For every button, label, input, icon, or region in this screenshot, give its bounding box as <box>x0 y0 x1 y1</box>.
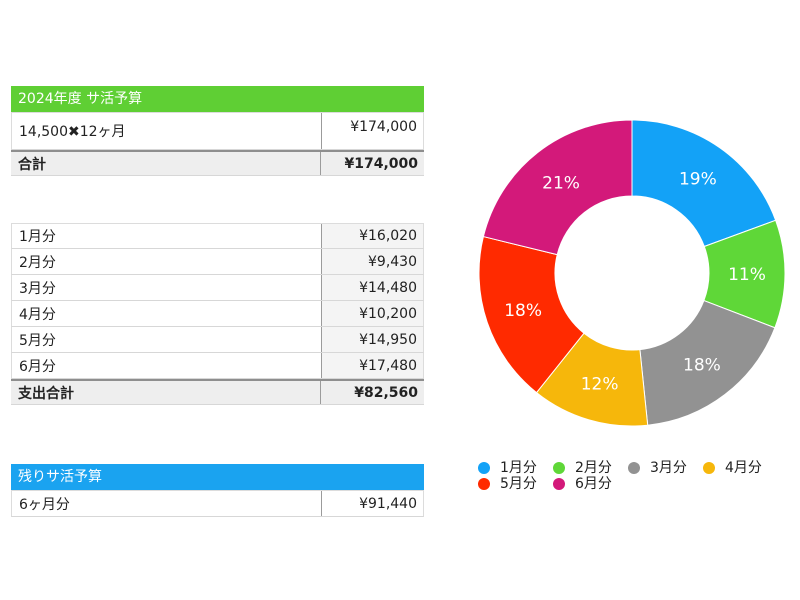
expenses-table: 1月分 ¥16,020 2月分 ¥9,430 3月分 ¥14,480 4月分 ¥… <box>11 223 424 405</box>
slice-percent-label: 12% <box>581 374 619 394</box>
row-value: ¥14,480 <box>322 275 423 300</box>
donut-slice-1 <box>631 119 777 248</box>
legend-swatch <box>553 478 565 490</box>
remaining-table-title: 残りサ活予算 <box>11 464 424 490</box>
table-row: 14,500✖︎12ヶ月 ¥174,000 <box>11 112 424 150</box>
table-row: 6ヶ月分 ¥91,440 <box>11 490 424 517</box>
legend-swatch <box>478 462 490 474</box>
chart-legend: 1月分 2月分 3月分 4月分 5月分 6月分 <box>478 460 788 492</box>
table-row: 5月分 ¥14,950 <box>11 327 424 353</box>
slice-percent-label: 21% <box>542 174 580 194</box>
slice-percent-label: 19% <box>679 170 717 190</box>
row-value: ¥16,020 <box>322 224 423 248</box>
remaining-table: 残りサ活予算 6ヶ月分 ¥91,440 <box>11 464 424 517</box>
row-value: ¥174,000 <box>350 119 417 135</box>
total-label: 合計 <box>11 152 321 175</box>
table-row: 2月分 ¥9,430 <box>11 249 424 275</box>
row-label: 6ヶ月分 <box>12 491 322 516</box>
row-label: 2月分 <box>12 249 322 274</box>
table-row: 4月分 ¥10,200 <box>11 301 424 327</box>
expenses-total-row: 支出合計 ¥82,560 <box>11 379 424 405</box>
donut-slice-3 <box>639 299 776 426</box>
legend-item: 1月分 <box>478 460 553 476</box>
legend-swatch <box>703 462 715 474</box>
legend-item: 4月分 <box>703 460 778 476</box>
legend-item: 3月分 <box>628 460 703 476</box>
legend-label: 1月分 <box>500 460 537 476</box>
legend-item: 2月分 <box>553 460 628 476</box>
table-row: 6月分 ¥17,480 <box>11 353 424 379</box>
row-value: ¥14,950 <box>322 327 423 352</box>
legend-label: 4月分 <box>725 460 762 476</box>
donut-slice-5 <box>478 235 585 394</box>
slice-percent-label: 18% <box>504 301 542 321</box>
total-value: ¥174,000 <box>321 152 424 175</box>
legend-swatch <box>628 462 640 474</box>
legend-label: 3月分 <box>650 460 687 476</box>
legend-swatch <box>478 478 490 490</box>
legend-label: 2月分 <box>575 460 612 476</box>
table-row: 3月分 ¥14,480 <box>11 275 424 301</box>
row-label: 1月分 <box>12 224 322 248</box>
legend-swatch <box>553 462 565 474</box>
total-value: ¥82,560 <box>321 381 424 404</box>
row-label: 3月分 <box>12 275 322 300</box>
legend-item: 5月分 <box>478 476 553 492</box>
row-value: ¥17,480 <box>322 353 423 378</box>
row-label: 5月分 <box>12 327 322 352</box>
row-label: 6月分 <box>12 353 322 378</box>
slice-percent-label: 11% <box>728 265 766 285</box>
slice-percent-label: 18% <box>683 355 721 375</box>
budget-table: 2024年度 サ活予算 14,500✖︎12ヶ月 ¥174,000 合計 ¥17… <box>11 86 424 176</box>
budget-table-title: 2024年度 サ活予算 <box>11 86 424 112</box>
row-value: ¥91,440 <box>359 495 417 512</box>
row-value: ¥9,430 <box>322 249 423 274</box>
budget-total-row: 合計 ¥174,000 <box>11 150 424 176</box>
row-value: ¥10,200 <box>322 301 423 326</box>
donut-slice-6 <box>482 119 633 256</box>
expense-donut-chart: 19% 11% 18% 12% 18% 21% <box>478 119 786 427</box>
legend-label: 6月分 <box>575 476 612 492</box>
total-label: 支出合計 <box>11 381 321 404</box>
row-label: 4月分 <box>12 301 322 326</box>
table-row: 1月分 ¥16,020 <box>11 223 424 249</box>
legend-label: 5月分 <box>500 476 537 492</box>
legend-item: 6月分 <box>553 476 628 492</box>
row-label: 14,500✖︎12ヶ月 <box>12 113 322 149</box>
